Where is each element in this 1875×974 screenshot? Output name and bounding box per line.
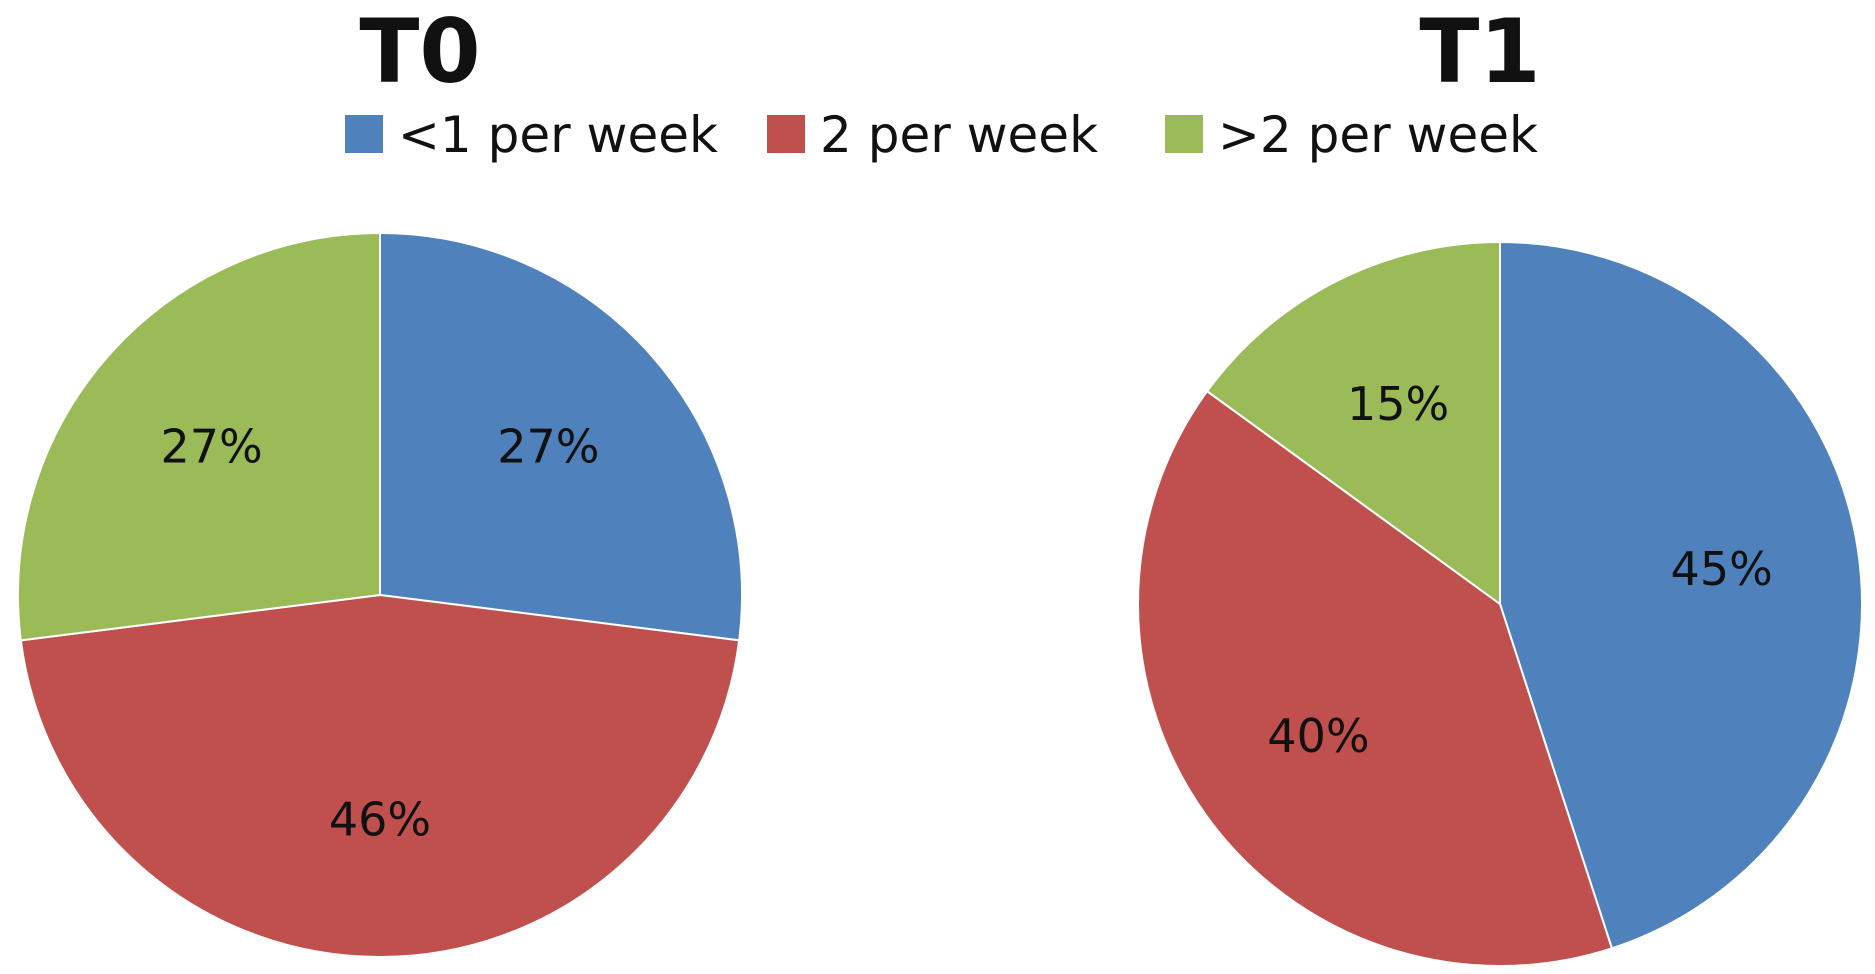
- pie-chart-t1: 45% 40% 15%: [1137, 240, 1863, 967]
- pie-slice-t0-2pw: [19, 593, 741, 959]
- chart-title-t1: T1: [1419, 0, 1540, 103]
- legend-label-lt1: <1 per week: [398, 106, 718, 164]
- pie-slice-t0-gt2: [17, 231, 381, 642]
- legend-item-gt2: >2 per week: [1165, 106, 1538, 164]
- legend-item-2pw: 2 per week: [767, 106, 1098, 164]
- pie-label-t1-gt2: 15%: [1347, 377, 1449, 431]
- pie-label-t0-lt1: 27%: [497, 420, 599, 474]
- pie-slice-t0-lt1: [379, 231, 743, 642]
- legend-swatch-gt2: [1165, 115, 1203, 153]
- legend-swatch-lt1: [345, 115, 383, 153]
- legend-item-lt1: <1 per week: [345, 106, 718, 164]
- pie-slice-t1-gt2: [1205, 240, 1501, 606]
- pie-slice-t1-2pw: [1137, 389, 1614, 967]
- pie-label-t1-2pw: 40%: [1267, 709, 1369, 763]
- pie-slice-t1-lt1: [1499, 240, 1863, 950]
- legend-label-gt2: >2 per week: [1218, 106, 1538, 164]
- legend-label-2pw: 2 per week: [820, 106, 1098, 164]
- pie-chart-t0: 27% 46% 27%: [17, 231, 743, 959]
- pie-label-t1-lt1: 45%: [1671, 542, 1773, 596]
- legend-swatch-2pw: [767, 115, 805, 153]
- pie-label-t0-gt2: 27%: [161, 420, 263, 474]
- legend: <1 per week 2 per week >2 per week: [345, 106, 1538, 164]
- chart-title-t0: T0: [359, 0, 480, 103]
- pie-label-t0-2pw: 46%: [329, 792, 431, 846]
